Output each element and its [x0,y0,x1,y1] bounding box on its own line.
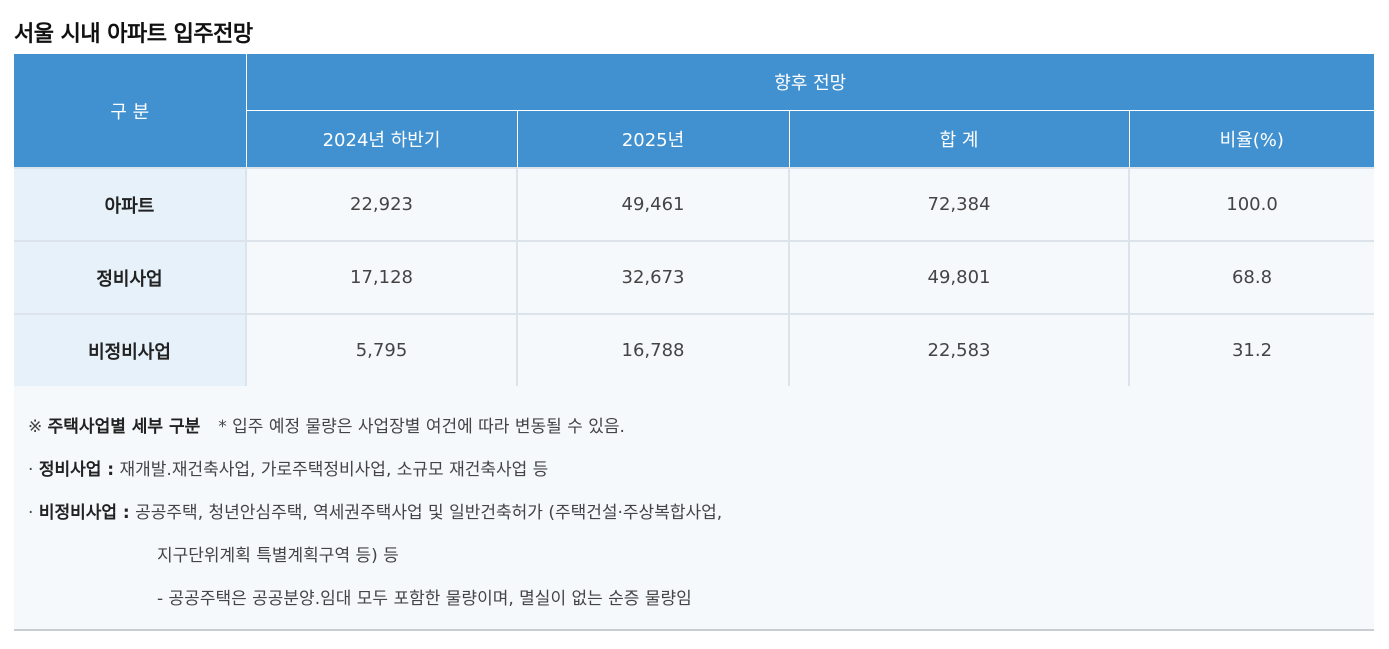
table-cell: 100.0 [1127,167,1375,242]
reference-mark: ※ [28,417,48,437]
note-public-housing: - 공공주택은 공공분양.임대 모두 포함한 물량이며, 멸실이 없는 순증 물… [157,589,692,609]
table-row: 정비사업 17,128 32,673 49,801 68.8 [14,240,1375,315]
table-cell: 22,583 [788,313,1130,388]
header-ratio: 비율(%) [1128,110,1375,169]
notes-heading: 주택사업별 세부 구분 [47,417,201,437]
note-text: 공공주택, 청년안심주택, 역세권주택사업 및 일반건축허가 (주택건설·주상복… [129,503,723,523]
note-label: 정비사업 : [38,460,115,480]
bullet: · [28,460,39,480]
table-cell: 72,384 [788,167,1130,242]
row-label-apartment: 아파트 [14,167,247,242]
note-text: 재개발.재건축사업, 가로주택정비사업, 소규모 재건축사업 등 [114,460,549,480]
table-cell: 31.2 [1127,313,1375,388]
notes-heading-line: ※ 주택사업별 세부 구분 * 입주 예정 물량은 사업장별 여건에 따라 변동될… [28,412,625,437]
row-label-non-redevelopment: 비정비사업 [14,313,247,388]
header-category: 구 분 [14,54,247,169]
bullet: · [28,503,39,523]
header-2025: 2025년 [516,110,790,169]
header-future-outlook: 향후 전망 [245,54,1375,111]
table-cell: 49,801 [788,240,1130,315]
table-row: 아파트 22,923 49,461 72,384 100.0 [14,167,1375,242]
table-cell: 16,788 [516,313,790,388]
table-cell: 17,128 [245,240,518,315]
notes-box: ※ 주택사업별 세부 구분 * 입주 예정 물량은 사업장별 여건에 따라 변동될… [14,386,1374,631]
table-cell: 32,673 [516,240,790,315]
note-label: 비정비사업 : [38,503,130,523]
notes-disclaimer: * 입주 예정 물량은 사업장별 여건에 따라 변동될 수 있음. [218,417,625,437]
housing-supply-table: 구 분 향후 전망 2024년 하반기 2025년 합 계 비율(%) 아파트 … [14,54,1375,388]
table-cell: 5,795 [245,313,518,388]
header-2024-h2: 2024년 하반기 [245,110,518,169]
header-total: 합 계 [788,110,1130,169]
table-row: 비정비사업 5,795 16,788 22,583 31.2 [14,313,1375,388]
table-cell: 68.8 [1127,240,1375,315]
note-redevelopment: · 정비사업 : 재개발.재건축사업, 가로주택정비사업, 소규모 재건축사업 … [28,455,548,480]
note-non-redevelopment: · 비정비사업 : 공공주택, 청년안심주택, 역세권주택사업 및 일반건축허가… [28,498,722,523]
page-title: 서울 시내 아파트 입주전망 [14,22,253,47]
note-continuation: 지구단위계획 특별계획구역 등) 등 [157,546,399,566]
table-cell: 49,461 [516,167,790,242]
table-cell: 22,923 [245,167,518,242]
row-label-redevelopment: 정비사업 [14,240,247,315]
